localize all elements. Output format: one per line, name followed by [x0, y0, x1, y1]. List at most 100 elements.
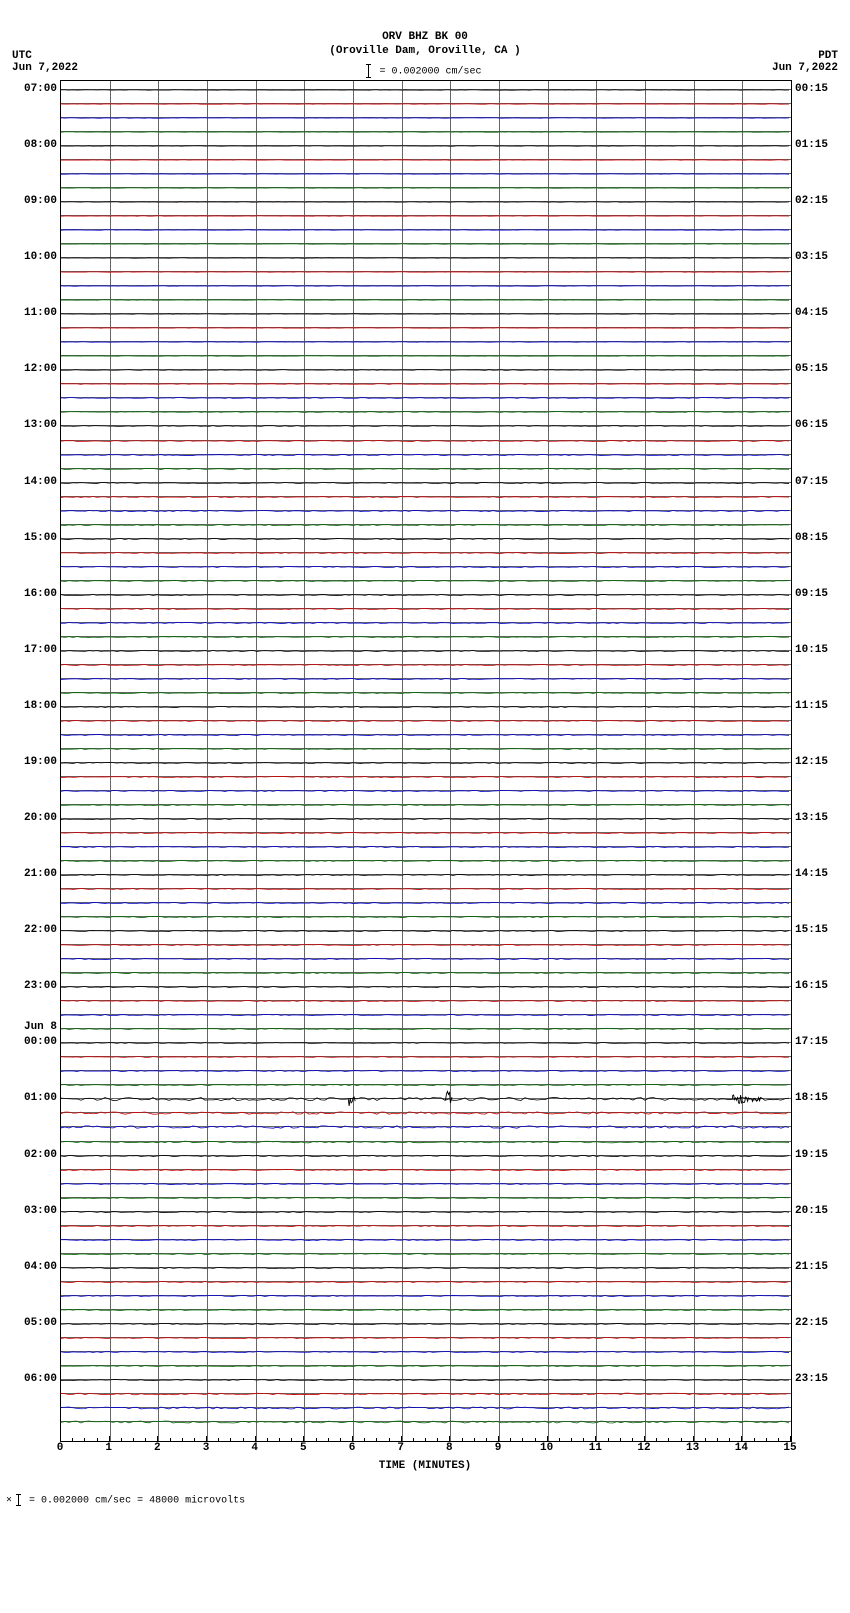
x-tick: 5 — [283, 1442, 323, 1454]
utc-hour-label: 22:00 — [9, 924, 57, 936]
plot-area: 07:0000:15 08:0001:15 09:0002:15 10:0003:15… — [60, 80, 792, 1442]
trace-row — [61, 1309, 791, 1310]
trace-row: 09:0002:15 — [61, 201, 791, 202]
local-hour-label: 12:15 — [795, 756, 843, 768]
trace-row — [61, 1183, 791, 1184]
trace-row — [61, 117, 791, 118]
x-tick: 2 — [137, 1442, 177, 1454]
x-subtick — [571, 1438, 572, 1442]
utc-hour-label: 21:00 — [9, 868, 57, 880]
x-tick: 0 — [40, 1442, 80, 1454]
trace-row: 04:0021:15 — [61, 1267, 791, 1268]
x-tick: 4 — [235, 1442, 275, 1454]
x-tick: 10 — [527, 1442, 567, 1454]
trace-row — [61, 1014, 791, 1015]
x-subtick — [413, 1438, 414, 1442]
x-subtick — [668, 1438, 669, 1442]
x-subtick — [230, 1438, 231, 1442]
x-axis: TIME (MINUTES) 0123456789101112131415 — [60, 1442, 790, 1482]
trace-row — [61, 720, 791, 721]
utc-hour-label: 19:00 — [9, 756, 57, 768]
trace-row — [61, 1028, 791, 1029]
x-subtick — [328, 1438, 329, 1442]
trace-row — [61, 1407, 791, 1408]
trace-row — [61, 173, 791, 174]
trace-row — [61, 215, 791, 216]
x-subtick — [267, 1438, 268, 1442]
utc-hour-label: 07:00 — [9, 83, 57, 95]
utc-hour-label: 17:00 — [9, 644, 57, 656]
scale-text: = 0.002000 cm/sec — [379, 67, 481, 78]
trace-row — [61, 1084, 791, 1085]
trace-row — [61, 1421, 791, 1422]
trace-row — [61, 846, 791, 847]
trace-row: 18:0011:15 — [61, 706, 791, 707]
trace-row — [61, 804, 791, 805]
trace-row — [61, 1365, 791, 1366]
trace-row: 16:0009:15 — [61, 594, 791, 595]
utc-hour-label: 12:00 — [9, 363, 57, 375]
trace-row — [61, 468, 791, 469]
trace-row: 10:0003:15 — [61, 257, 791, 258]
x-subtick — [608, 1438, 609, 1442]
local-hour-label: 00:15 — [795, 83, 843, 95]
local-hour-label: 15:15 — [795, 924, 843, 936]
utc-hour-label: 02:00 — [9, 1149, 57, 1161]
scale-bar-icon — [18, 1494, 19, 1506]
trace-row — [61, 187, 791, 188]
trace-row: 21:0014:15 — [61, 874, 791, 875]
utc-hour-label: 00:00 — [9, 1036, 57, 1048]
utc-hour-label: 11:00 — [9, 307, 57, 319]
trace-row — [61, 1141, 791, 1142]
trace-row — [61, 355, 791, 356]
local-hour-label: 20:15 — [795, 1205, 843, 1217]
trace-row — [61, 860, 791, 861]
trace-row: 03:0020:15 — [61, 1211, 791, 1212]
trace-row — [61, 524, 791, 525]
trace-row — [61, 958, 791, 959]
x-subtick — [182, 1438, 183, 1442]
trace-row — [61, 1295, 791, 1296]
trace-row: 08:0001:15 — [61, 145, 791, 146]
trace-waveform — [61, 1414, 791, 1430]
trace-row — [61, 566, 791, 567]
right-timezone: PDT — [772, 50, 838, 62]
x-tick: 13 — [673, 1442, 713, 1454]
trace-row — [61, 299, 791, 300]
seismogram-page: UTC Jun 7,2022 ORV BHZ BK 00 (Oroville D… — [0, 0, 850, 1507]
trace-row: 12:0005:15 — [61, 369, 791, 370]
trace-row: 15:0008:15 — [61, 538, 791, 539]
local-hour-label: 22:15 — [795, 1317, 843, 1329]
local-hour-label: 04:15 — [795, 307, 843, 319]
local-hour-label: 06:15 — [795, 419, 843, 431]
station-location: (Oroville Dam, Oroville, CA ) — [0, 44, 850, 58]
amplitude-scale: = 0.002000 cm/sec — [0, 64, 850, 78]
x-subtick — [84, 1438, 85, 1442]
local-hour-label: 11:15 — [795, 700, 843, 712]
x-subtick — [462, 1438, 463, 1442]
local-hour-label: 08:15 — [795, 532, 843, 544]
trace-row: 07:0000:15 — [61, 89, 791, 90]
trace-row — [61, 510, 791, 511]
trace-row — [61, 916, 791, 917]
trace-row — [61, 1197, 791, 1198]
trace-row — [61, 243, 791, 244]
x-subtick — [72, 1438, 73, 1442]
local-hour-label: 05:15 — [795, 363, 843, 375]
trace-row — [61, 1393, 791, 1394]
utc-hour-label: 08:00 — [9, 139, 57, 151]
trace-row — [61, 832, 791, 833]
utc-hour-label: 10:00 — [9, 251, 57, 263]
trace-row — [61, 1337, 791, 1338]
trace-row — [61, 664, 791, 665]
station-code: ORV BHZ BK 00 — [0, 30, 850, 44]
utc-hour-label: 04:00 — [9, 1261, 57, 1273]
trace-row — [61, 1126, 791, 1127]
utc-hour-label: 20:00 — [9, 812, 57, 824]
trace-row — [61, 734, 791, 735]
trace-row — [61, 454, 791, 455]
x-tick: 6 — [332, 1442, 372, 1454]
x-tick: 7 — [381, 1442, 421, 1454]
x-tick: 14 — [721, 1442, 761, 1454]
trace-row — [61, 748, 791, 749]
